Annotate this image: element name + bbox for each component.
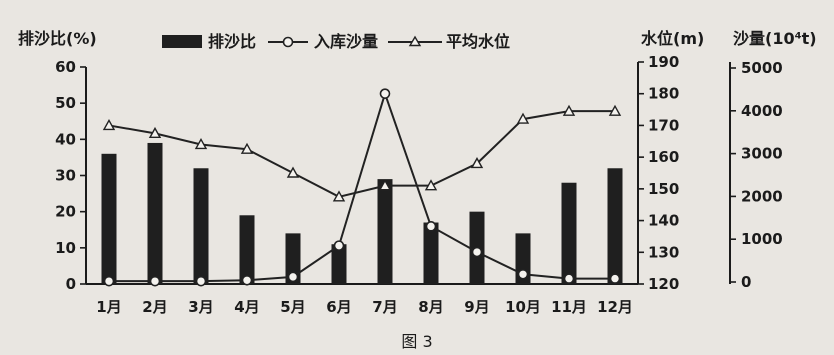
legend-bar-label: 排沙比: [208, 32, 256, 51]
right-outer-tick-label: 0: [741, 273, 751, 291]
legend-sand-marker: [282, 36, 294, 48]
x-tick-label: 6月: [326, 298, 351, 316]
sand-inflow-point: [471, 246, 483, 258]
bar-discharge-ratio: [331, 244, 347, 284]
legend-water-label: 平均水位: [446, 32, 510, 51]
right-inner-axis-label: 水位(m): [641, 29, 704, 48]
bar-discharge-ratio: [239, 215, 255, 284]
right-outer-tick-label: 4000: [741, 102, 783, 120]
bars-group: [101, 142, 623, 284]
left-tick-label: 20: [55, 203, 76, 221]
sand-inflow-point: [425, 221, 437, 232]
right-inner-tick-label: 140: [648, 212, 679, 230]
water-level-point: [148, 126, 162, 139]
bar-discharge-ratio: [147, 142, 163, 284]
sand-inflow-point: [517, 268, 529, 280]
sand-inflow-series: [103, 88, 621, 287]
water-level-series: [102, 104, 622, 202]
left-tick-label: 10: [55, 239, 76, 257]
x-tick-label: 4月: [234, 298, 259, 316]
x-tick-label: 3月: [188, 298, 213, 316]
water-level-point: [378, 179, 392, 191]
sand-inflow-point: [195, 275, 207, 287]
bar-discharge-ratio: [423, 222, 439, 284]
right-inner-tick-label: 190: [648, 53, 679, 71]
left-tick-label: 30: [55, 167, 76, 185]
left-tick-label: 0: [66, 275, 76, 293]
legend-water-marker: [408, 35, 422, 47]
sand-inflow-point: [287, 271, 299, 283]
x-tick-label: 7月: [372, 298, 397, 316]
x-tick-label: 10月: [505, 298, 541, 316]
water-level-point: [424, 179, 438, 191]
right-inner-tick-label: 150: [648, 180, 679, 198]
water-level-line: [108, 110, 615, 198]
left-axis-ticks: 0 10 20 30 40 50 60: [55, 58, 86, 293]
x-tick-label: 1月: [96, 298, 121, 316]
right-inner-tick-label: 160: [648, 148, 679, 166]
x-tick-label: 5月: [280, 298, 305, 316]
left-tick-label: 60: [55, 58, 76, 76]
bar-discharge-ratio: [377, 179, 393, 284]
right-inner-tick-label: 180: [648, 85, 679, 103]
legend-bar-swatch: [162, 35, 202, 48]
x-tick-label: 11月: [551, 298, 587, 316]
sand-inflow-point: [241, 274, 253, 286]
bar-discharge-ratio: [607, 168, 623, 284]
x-tick-label: 8月: [418, 298, 443, 316]
bar-discharge-ratio: [561, 182, 577, 284]
right-inner-axis-ticks: 120 130 140 150 160 170 180 190: [638, 53, 679, 293]
sand-inflow-point: [149, 275, 161, 287]
right-outer-axis-ticks: 0 1000 2000 3000 4000 5000: [730, 59, 783, 291]
water-level-point: [102, 118, 116, 131]
water-level-point: [240, 142, 254, 154]
right-outer-tick-label: 5000: [741, 59, 783, 77]
right-inner-tick-label: 120: [648, 275, 679, 293]
sand-inflow-point: [609, 273, 621, 284]
water-level-point: [516, 112, 530, 124]
left-tick-label: 50: [55, 94, 76, 112]
sand-inflow-point: [563, 273, 575, 284]
sand-inflow-point: [333, 240, 345, 251]
legend: 排沙比 入库沙量 平均水位: [162, 32, 510, 51]
bar-discharge-ratio: [101, 153, 117, 284]
right-inner-tick-label: 170: [648, 116, 679, 134]
x-tick-label: 9月: [464, 298, 489, 316]
x-tick-label: 2月: [142, 298, 167, 316]
right-outer-tick-label: 1000: [741, 230, 783, 248]
right-outer-tick-label: 2000: [741, 187, 783, 205]
water-level-point: [470, 157, 484, 169]
sand-inflow-point: [103, 275, 115, 287]
water-level-point: [332, 190, 346, 202]
water-level-point: [194, 138, 208, 150]
figure-caption: 图 3: [401, 332, 432, 351]
left-tick-label: 40: [55, 130, 76, 148]
right-outer-tick-label: 3000: [741, 145, 783, 163]
legend-sand-label: 入库沙量: [314, 32, 378, 51]
water-level-point: [608, 104, 622, 116]
sand-inflow-point: [379, 88, 391, 99]
x-tick-label: 12月: [597, 298, 633, 316]
water-level-point: [562, 104, 576, 116]
left-axis-label: 排沙比(%): [18, 29, 97, 48]
bar-discharge-ratio: [193, 168, 209, 284]
x-tick-labels: 1月 2月 3月 4月 5月 6月 7月 8月 9月 10月 11月 12月: [96, 298, 633, 316]
right-inner-tick-label: 130: [648, 243, 679, 261]
sand-inflow-line: [109, 90, 615, 283]
water-level-point: [286, 166, 300, 178]
bar-discharge-ratio: [285, 233, 301, 284]
right-outer-axis-label: 沙量(10⁴t): [733, 29, 817, 48]
